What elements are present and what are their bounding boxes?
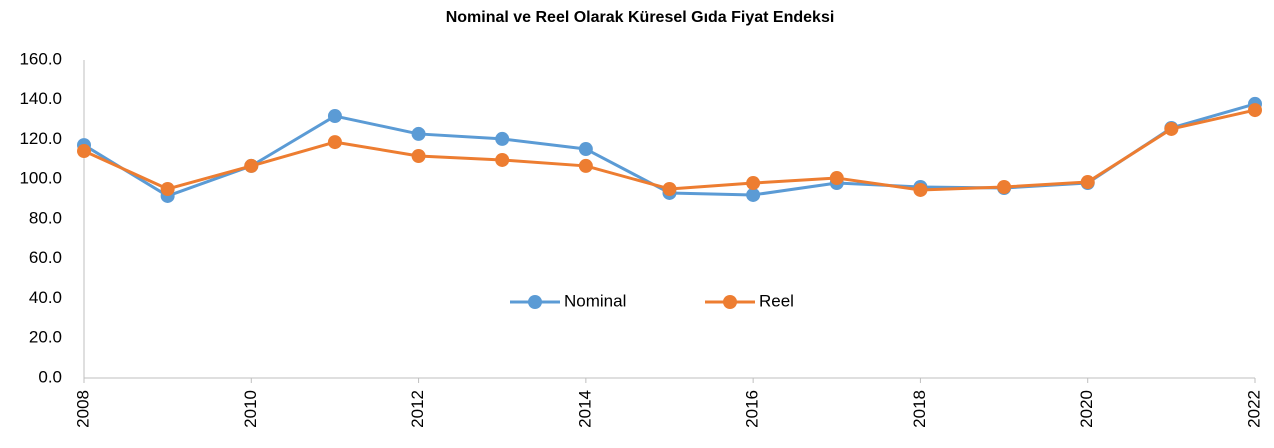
point [746,176,761,191]
y-tick-label: 120.0 [19,129,62,148]
chart-title: Nominal ve Reel Olarak Küresel Gıda Fiya… [446,9,835,26]
point [578,158,593,173]
point [746,187,761,202]
x-tick-label: 2022 [1244,390,1263,428]
point [913,182,928,197]
x-tick-label: 2008 [73,390,92,428]
point [829,171,844,186]
x-tick-label: 2014 [575,390,594,428]
point [327,135,342,150]
legend-marker [723,295,737,309]
y-tick-label: 20.0 [29,328,62,347]
point [411,148,426,163]
x-tick-label: 2018 [910,390,929,428]
point [495,152,510,167]
y-tick-label: 0.0 [38,367,62,386]
y-tick-label: 160.0 [19,49,62,68]
point [997,180,1012,195]
y-tick-label: 100.0 [19,169,62,188]
point [1164,121,1179,136]
legend-label: Nominal [564,291,626,310]
point [244,158,259,173]
point [160,181,175,196]
y-tick-label: 80.0 [29,208,62,227]
x-tick-label: 2012 [408,390,427,428]
legend-label: Reel [759,291,794,310]
point [411,126,426,141]
y-tick-label: 60.0 [29,248,62,267]
y-tick-label: 40.0 [29,288,62,307]
legend-marker [528,295,542,309]
point [327,109,342,124]
point [1080,175,1095,190]
x-tick-label: 2020 [1077,390,1096,428]
point [578,142,593,157]
series-line [83,108,1256,192]
x-tick-label: 2016 [743,390,762,428]
point [77,144,91,159]
point [662,181,677,196]
y-tick-label: 140.0 [19,89,62,108]
x-tick-label: 2010 [241,390,260,428]
point [495,131,510,146]
point [1248,103,1262,118]
